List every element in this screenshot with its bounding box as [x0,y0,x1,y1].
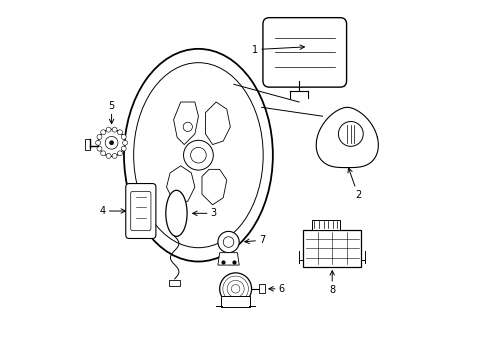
Circle shape [122,140,127,145]
Circle shape [101,130,105,135]
Circle shape [106,127,111,132]
Circle shape [117,130,122,135]
FancyBboxPatch shape [263,18,346,87]
Text: 3: 3 [192,208,216,218]
Text: 1: 1 [251,45,304,55]
Bar [311,220,340,230]
Bar [258,284,264,293]
Circle shape [219,273,251,305]
Circle shape [218,231,239,253]
Polygon shape [218,253,239,265]
Circle shape [121,146,126,151]
Text: 6: 6 [268,284,284,294]
Circle shape [121,134,126,139]
Text: 8: 8 [328,271,335,295]
Circle shape [117,151,122,156]
Text: 2: 2 [347,168,360,200]
Text: 7: 7 [244,235,265,245]
Circle shape [109,141,114,145]
Text: 4: 4 [100,206,125,216]
Bar [303,230,361,267]
Circle shape [96,140,101,145]
Circle shape [112,153,117,158]
Circle shape [106,153,111,158]
Circle shape [98,129,125,156]
Circle shape [183,140,213,170]
Circle shape [97,134,102,139]
Circle shape [112,127,117,132]
Bar [85,139,90,150]
Bar [169,280,180,286]
Circle shape [97,146,102,151]
Text: 5: 5 [108,100,115,124]
FancyBboxPatch shape [221,296,250,307]
Circle shape [101,151,105,156]
Ellipse shape [165,190,187,237]
FancyBboxPatch shape [125,184,156,238]
